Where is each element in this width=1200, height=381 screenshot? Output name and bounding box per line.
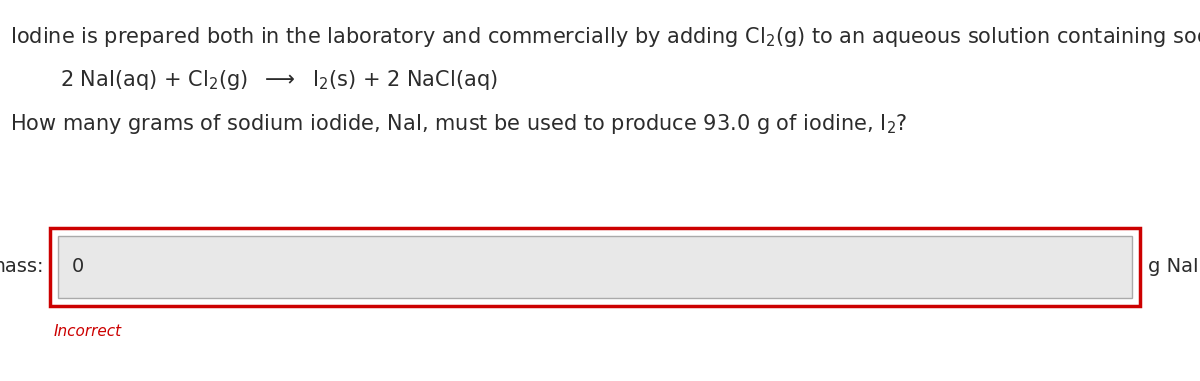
Text: Incorrect: Incorrect — [54, 324, 122, 339]
Text: 2 NaI(aq) + Cl$_2$(g)  $\longrightarrow$  I$_2$(s) + 2 NaCl(aq): 2 NaI(aq) + Cl$_2$(g) $\longrightarrow$ … — [60, 68, 498, 92]
Bar — [58, 236, 1132, 298]
Bar — [50, 228, 1140, 306]
Text: Iodine is prepared both in the laboratory and commercially by adding Cl$_2$(g) t: Iodine is prepared both in the laborator… — [10, 25, 1200, 49]
Text: How many grams of sodium iodide, NaI, must be used to produce 93.0 g of iodine, : How many grams of sodium iodide, NaI, mu… — [10, 112, 907, 136]
Text: mass:: mass: — [0, 258, 44, 277]
Text: 0: 0 — [72, 258, 84, 277]
Text: g NaI: g NaI — [1148, 258, 1199, 277]
